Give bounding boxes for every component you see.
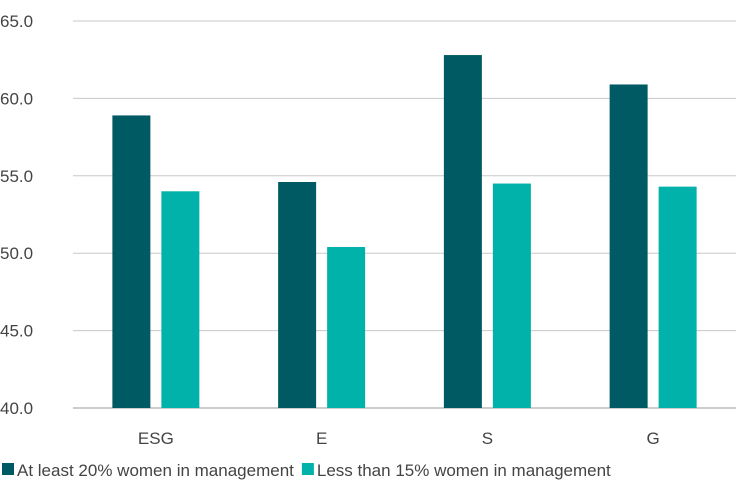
bars xyxy=(112,55,697,408)
x-category-label: S xyxy=(482,429,493,448)
legend-label-series-2: Less than 15% women in management xyxy=(317,461,611,480)
bar-g-series-1 xyxy=(609,84,648,408)
y-tick-label: 55.0 xyxy=(0,167,33,186)
y-axis-tick-labels: 40.0 45.0 50.0 55.0 60.0 65.0 xyxy=(0,12,33,418)
legend-swatch-series-1 xyxy=(2,463,14,475)
y-tick-label: 60.0 xyxy=(0,89,33,108)
x-category-label: E xyxy=(316,429,327,448)
bar-g-series-2 xyxy=(658,186,697,408)
y-tick-label: 45.0 xyxy=(0,322,33,341)
legend-label-series-1: At least 20% women in management xyxy=(17,461,294,480)
x-category-label: G xyxy=(647,429,660,448)
legend-swatch-series-2 xyxy=(301,463,314,475)
bar-s-series-1 xyxy=(443,55,482,408)
x-axis-category-labels: ESG E S G xyxy=(138,429,660,448)
y-tick-label: 40.0 xyxy=(0,399,33,418)
bar-s-series-2 xyxy=(492,183,531,408)
legend: At least 20% women in management Less tha… xyxy=(2,461,611,480)
bar-e-series-2 xyxy=(327,247,366,408)
y-tick-label: 50.0 xyxy=(0,244,33,263)
bar-e-series-1 xyxy=(278,181,317,408)
y-tick-label: 65.0 xyxy=(0,12,33,31)
bar-esg-series-2 xyxy=(161,191,200,408)
x-category-label: ESG xyxy=(138,429,174,448)
bar-esg-series-1 xyxy=(112,115,151,408)
